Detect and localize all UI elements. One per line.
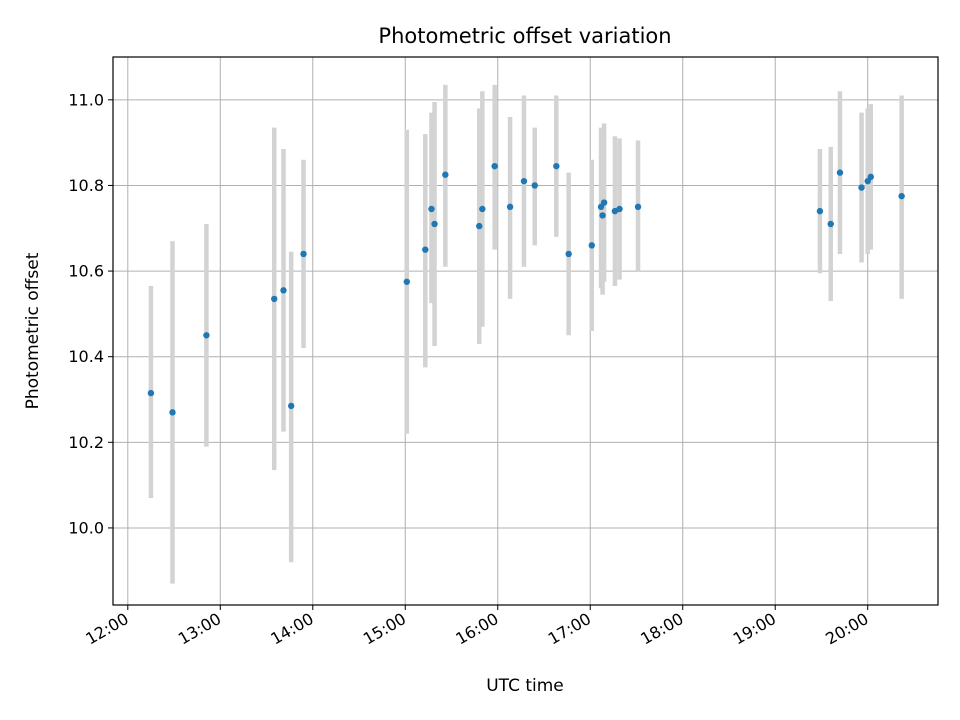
data-point — [867, 173, 874, 181]
data-point — [287, 402, 295, 410]
data-point — [479, 205, 486, 213]
data-point — [520, 177, 528, 185]
data-point — [827, 220, 834, 228]
data-point — [588, 242, 595, 249]
y-axis-title: Photometric offset — [23, 252, 43, 409]
data-point — [476, 222, 483, 230]
plot-frame — [112, 56, 939, 606]
data-point — [531, 182, 538, 189]
data-point — [203, 332, 210, 339]
data-point — [553, 162, 560, 170]
data-point — [565, 250, 572, 258]
data-points — [147, 162, 905, 416]
chart-title: Photometric offset variation — [378, 24, 671, 48]
y-tick-label: 11.0 — [68, 90, 104, 109]
data-point — [600, 199, 608, 206]
data-point — [300, 250, 307, 258]
data-point — [403, 278, 411, 285]
data-point — [442, 171, 449, 178]
data-point — [169, 409, 176, 416]
y-tick-label: 10.6 — [68, 262, 104, 281]
data-point — [506, 203, 514, 211]
y-tick-label: 10.4 — [68, 347, 104, 366]
data-point — [599, 212, 606, 219]
data-point — [147, 389, 155, 397]
data-point — [491, 162, 498, 170]
data-point — [616, 205, 623, 213]
data-point — [428, 205, 435, 213]
data-point — [816, 207, 824, 215]
y-tick-label: 10.2 — [68, 433, 104, 452]
data-point — [271, 295, 278, 303]
x-axis-title: UTC time — [486, 676, 564, 696]
data-point — [431, 220, 438, 228]
data-point — [858, 184, 865, 191]
y-axis-ticks: 10.0 10.2 10.4 10.6 10.8 11.0 — [68, 90, 113, 537]
y-tick-label: 10.0 — [68, 518, 104, 537]
data-point — [836, 169, 844, 176]
data-point — [422, 246, 429, 253]
data-point — [898, 192, 905, 200]
data-point — [634, 203, 642, 211]
data-point — [280, 287, 287, 294]
y-tick-label: 10.8 — [68, 176, 104, 195]
